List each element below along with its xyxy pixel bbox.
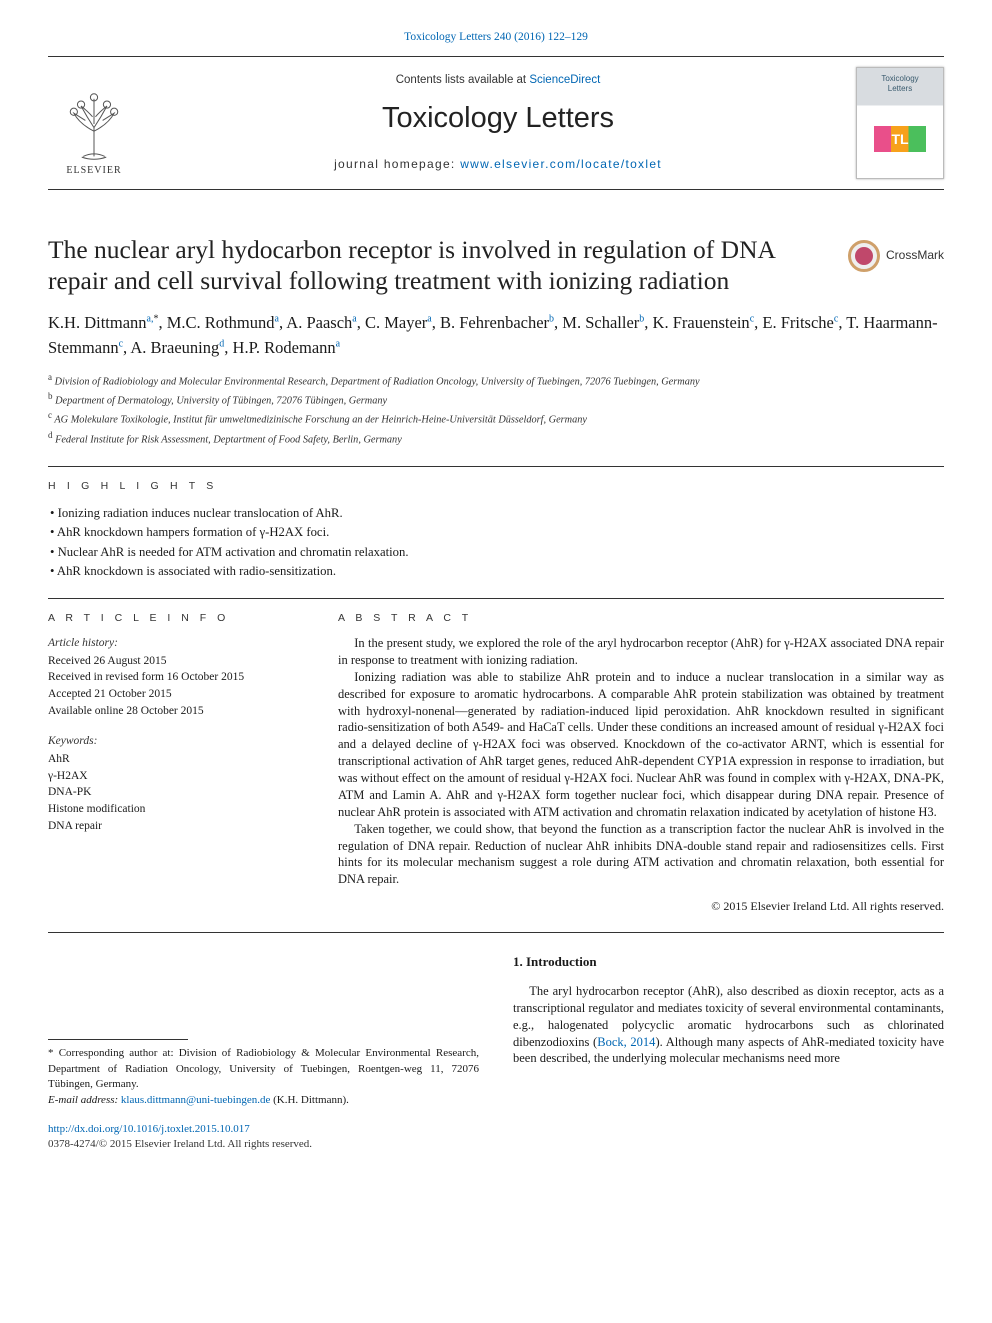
running-citation: Toxicology Letters 240 (2016) 122–129 <box>48 30 944 46</box>
article-history-line: Received 26 August 2015 <box>48 653 304 670</box>
divider <box>48 466 944 467</box>
highlight-item: Ionizing radiation induces nuclear trans… <box>50 505 944 522</box>
keyword-item: γ-H2AX <box>48 768 304 785</box>
abstract-heading: A B S T R A C T <box>338 611 944 625</box>
right-body-column: 1. Introduction The aryl hydrocarbon rec… <box>513 953 944 1108</box>
email-post: (K.H. Dittmann). <box>270 1094 349 1106</box>
highlight-item: AhR knockdown hampers formation of γ-H2A… <box>50 524 944 541</box>
authors-line: K.H. Dittmanna,*, M.C. Rothmunda, A. Paa… <box>48 311 944 361</box>
elsevier-wordmark: ELSEVIER <box>66 164 121 178</box>
crossmark-icon <box>848 240 880 272</box>
keyword-item: AhR <box>48 751 304 768</box>
homepage-pre: journal homepage: <box>334 157 460 171</box>
email-line: E-mail address: klaus.dittmann@uni-tuebi… <box>48 1093 479 1108</box>
highlight-item: AhR knockdown is associated with radio-s… <box>50 563 944 580</box>
affiliation-line: b Department of Dermatology, University … <box>48 390 944 409</box>
contents-available-line: Contents lists available at ScienceDirec… <box>140 73 856 89</box>
keyword-item: Histone modification <box>48 801 304 818</box>
journal-homepage-link[interactable]: www.elsevier.com/locate/toxlet <box>460 157 662 171</box>
doi-link[interactable]: http://dx.doi.org/10.1016/j.toxlet.2015.… <box>48 1122 944 1137</box>
article-history-label: Article history: <box>48 635 304 652</box>
email-label: E-mail address: <box>48 1094 121 1106</box>
keywords-block: Keywords: AhRγ-H2AXDNA-PKHistone modific… <box>48 733 304 834</box>
cover-tl-badge: TL <box>874 126 926 152</box>
keyword-item: DNA repair <box>48 818 304 835</box>
abstract-p2: Ionizing radiation was able to stabilize… <box>338 669 944 821</box>
masthead: ELSEVIER Contents lists available at Sci… <box>48 56 944 190</box>
footnote-rule <box>48 1039 188 1040</box>
article-title: The nuclear aryl hydocarbon receptor is … <box>48 234 808 298</box>
abstract-p3: Taken together, we could show, that beyo… <box>338 821 944 889</box>
article-history-line: Available online 28 October 2015 <box>48 703 304 720</box>
affiliation-line: a Division of Radiobiology and Molecular… <box>48 371 944 390</box>
divider <box>48 598 944 599</box>
citation-link-bock-2014[interactable]: Bock, 2014 <box>597 1035 655 1049</box>
abstract-p1: In the present study, we explored the ro… <box>338 635 944 669</box>
abstract-copyright: © 2015 Elsevier Ireland Ltd. All rights … <box>338 898 944 914</box>
article-history-line: Accepted 21 October 2015 <box>48 686 304 703</box>
journal-cover-thumbnail: ToxicologyLetters TL <box>856 67 944 179</box>
affiliation-line: c AG Molekulare Toxikologie, Institut fü… <box>48 409 944 428</box>
cover-title: ToxicologyLetters <box>857 74 943 94</box>
journal-homepage-line: journal homepage: www.elsevier.com/locat… <box>140 156 856 172</box>
divider <box>48 932 944 933</box>
highlight-item: Nuclear AhR is needed for ATM activation… <box>50 544 944 561</box>
article-history-line: Received in revised form 16 October 2015 <box>48 669 304 686</box>
journal-name: Toxicology Letters <box>140 99 856 138</box>
footnotes-block: * Corresponding author at: Division of R… <box>48 1039 479 1108</box>
crossmark-badge[interactable]: CrossMark <box>848 240 944 272</box>
abstract-column: A B S T R A C T In the present study, we… <box>338 611 944 914</box>
issn-copyright-line: 0378-4274/© 2015 Elsevier Ireland Ltd. A… <box>48 1137 944 1152</box>
corresponding-author-note: * Corresponding author at: Division of R… <box>48 1046 479 1092</box>
crossmark-label: CrossMark <box>886 247 944 263</box>
intro-p1: The aryl hydrocarbon receptor (AhR), als… <box>513 983 944 1067</box>
sciencedirect-link[interactable]: ScienceDirect <box>529 74 600 86</box>
affiliations: a Division of Radiobiology and Molecular… <box>48 371 944 448</box>
highlights-label: H I G H L I G H T S <box>48 479 944 493</box>
keywords-list: AhRγ-H2AXDNA-PKHistone modificationDNA r… <box>48 751 304 834</box>
highlights-list: Ionizing radiation induces nuclear trans… <box>50 505 944 580</box>
article-history-block: Article history: Received 26 August 2015… <box>48 635 304 719</box>
section-heading-introduction: 1. Introduction <box>513 953 944 971</box>
article-info-column: A R T I C L E I N F O Article history: R… <box>48 611 304 849</box>
keywords-label: Keywords: <box>48 733 304 750</box>
left-body-column: * Corresponding author at: Division of R… <box>48 953 479 1108</box>
article-info-heading: A R T I C L E I N F O <box>48 611 304 625</box>
elsevier-logo: ELSEVIER <box>48 68 140 178</box>
corresponding-email-link[interactable]: klaus.dittmann@uni-tuebingen.de <box>121 1094 270 1106</box>
contents-pre: Contents lists available at <box>396 74 530 86</box>
elsevier-tree-icon <box>58 88 130 160</box>
affiliation-line: d Federal Institute for Risk Assessment,… <box>48 429 944 448</box>
keyword-item: DNA-PK <box>48 784 304 801</box>
